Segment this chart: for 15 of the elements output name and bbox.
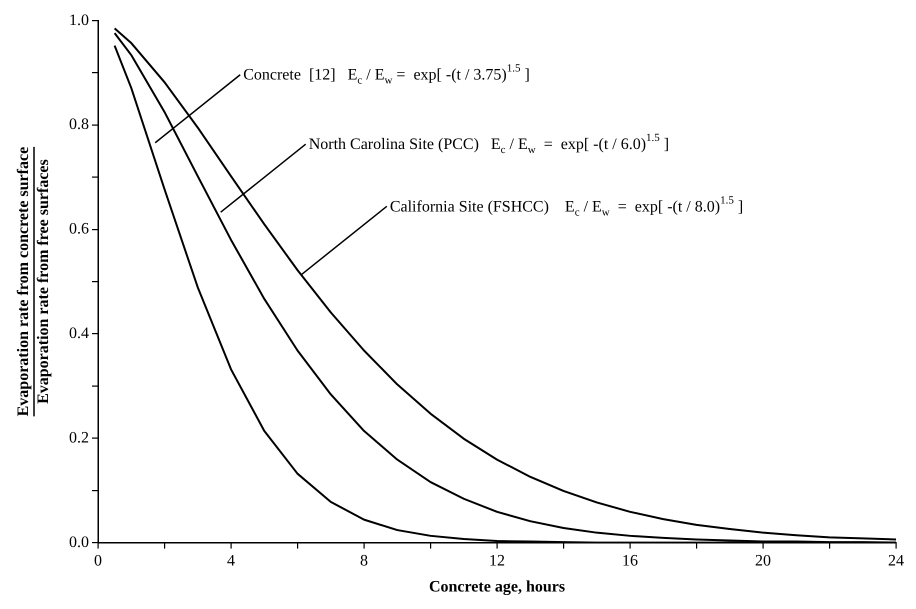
y-tick-label: 0.6 — [69, 220, 89, 238]
x-tick-label: 12 — [489, 552, 505, 570]
x-tick-label: 20 — [755, 552, 771, 570]
x-axis-title: Concrete age, hours — [428, 578, 566, 596]
y-axis-title: Evaporation rate from concrete surface Evaporation rate from free surfaces — [15, 146, 52, 416]
x-tick-label: 4 — [227, 552, 235, 570]
y-tick-label: 0.4 — [69, 325, 89, 342]
y-tick-label: 0.2 — [69, 429, 89, 446]
y-tick-label: 0.8 — [69, 116, 89, 134]
x-tick-label: 16 — [622, 552, 638, 570]
x-tick-label: 24 — [888, 552, 904, 570]
x-tick-label: 8 — [360, 552, 368, 570]
x-tick-label: 0 — [94, 552, 102, 570]
y-tick-label: 1.0 — [69, 12, 89, 29]
y-tick-label: 0.0 — [69, 534, 89, 551]
